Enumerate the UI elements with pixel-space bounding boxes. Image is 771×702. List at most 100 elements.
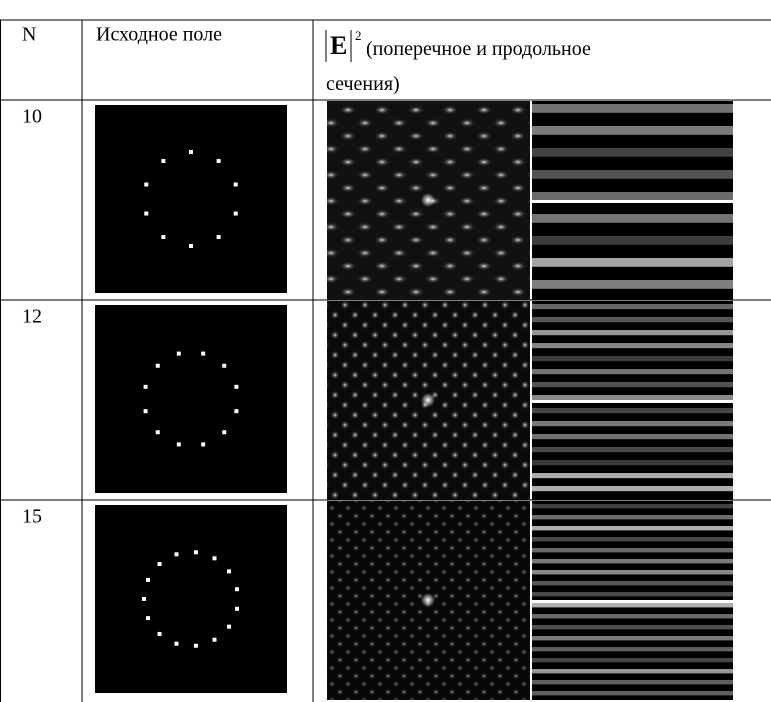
source-point	[146, 578, 150, 582]
source-point	[144, 409, 148, 413]
stripe	[532, 486, 733, 491]
stripe	[532, 658, 733, 662]
source-point	[227, 625, 231, 629]
stripe	[532, 148, 733, 157]
source-point	[156, 364, 160, 368]
source-point	[156, 430, 160, 434]
header-source: Исходное поле	[96, 24, 222, 46]
source-point	[158, 562, 162, 566]
stripe	[532, 395, 733, 400]
source-point	[144, 212, 148, 216]
stripe	[532, 170, 733, 179]
stripe-bright	[532, 200, 733, 203]
header-text2: сечения)	[326, 73, 400, 95]
row-n: 10	[22, 106, 42, 128]
source-point	[235, 587, 239, 591]
stripe	[532, 434, 733, 439]
stripe	[532, 280, 733, 289]
source-point	[201, 352, 205, 356]
source-point	[177, 352, 181, 356]
source-point	[146, 616, 150, 620]
stripe	[532, 515, 733, 519]
source-point	[235, 607, 239, 611]
stripe	[532, 408, 733, 413]
source-point	[227, 569, 231, 573]
stripe	[532, 581, 733, 585]
stripe	[532, 603, 733, 607]
stripe	[532, 680, 733, 684]
source-point	[213, 638, 217, 642]
stripe	[532, 669, 733, 673]
stripe	[532, 192, 733, 201]
source-point	[234, 385, 238, 389]
stripe	[532, 460, 733, 465]
header-field: E 2 (поперечное и продольное сечения)	[326, 28, 591, 95]
source-point	[144, 385, 148, 389]
source-point	[194, 644, 198, 648]
source-point	[174, 552, 178, 556]
stripe	[532, 258, 733, 267]
stripe	[532, 691, 733, 695]
source-point	[161, 235, 165, 239]
source-point	[222, 364, 226, 368]
stripe	[532, 570, 733, 574]
header-power: 2	[355, 28, 362, 43]
stripe	[532, 636, 733, 640]
stripe	[532, 382, 733, 387]
stripe-bright	[532, 400, 733, 403]
stripe	[532, 421, 733, 426]
source-point	[201, 442, 205, 446]
stripe	[532, 473, 733, 478]
source-point	[177, 442, 181, 446]
stripe	[532, 504, 733, 508]
source-point	[158, 632, 162, 636]
stripe	[532, 447, 733, 452]
source-point	[234, 409, 238, 413]
source-point	[144, 182, 148, 186]
stripe	[532, 343, 733, 348]
header-n: N	[22, 24, 36, 46]
source-point	[234, 212, 238, 216]
stripe	[532, 126, 733, 135]
transverse-center	[421, 193, 435, 207]
header-text1: (поперечное и продольное	[366, 38, 591, 60]
stripe	[532, 317, 733, 322]
header-symbol: E	[330, 31, 347, 60]
row-n: 12	[22, 306, 42, 328]
stripe	[532, 356, 733, 361]
source-image	[95, 305, 287, 493]
row-n: 15	[22, 506, 42, 528]
document-table: N Исходное поле E 2 (поперечное и продол…	[0, 0, 771, 702]
transverse-center	[421, 593, 435, 607]
stripe	[532, 369, 733, 374]
transverse-center	[421, 393, 435, 407]
stripe	[532, 614, 733, 618]
source-point	[222, 430, 226, 434]
source-point	[161, 159, 165, 163]
stripe	[532, 592, 733, 596]
source-point	[217, 159, 221, 163]
stripe	[532, 647, 733, 651]
stripe	[532, 104, 733, 113]
stripe	[532, 330, 733, 335]
source-point	[194, 550, 198, 554]
source-image	[95, 505, 287, 693]
stripe	[532, 625, 733, 629]
stripe	[532, 526, 733, 530]
source-point	[234, 182, 238, 186]
source-point	[189, 244, 193, 248]
source-image	[95, 105, 287, 293]
stripe	[532, 236, 733, 245]
table-body: 10 12 15	[22, 101, 733, 700]
source-point	[142, 597, 146, 601]
source-point	[213, 556, 217, 560]
stripe	[532, 548, 733, 552]
source-point	[189, 150, 193, 154]
stripe	[532, 214, 733, 223]
stripe-bright	[532, 600, 733, 603]
stripe	[532, 304, 733, 309]
stripe	[532, 537, 733, 541]
source-point	[217, 235, 221, 239]
stripe	[532, 559, 733, 563]
source-point	[174, 642, 178, 646]
